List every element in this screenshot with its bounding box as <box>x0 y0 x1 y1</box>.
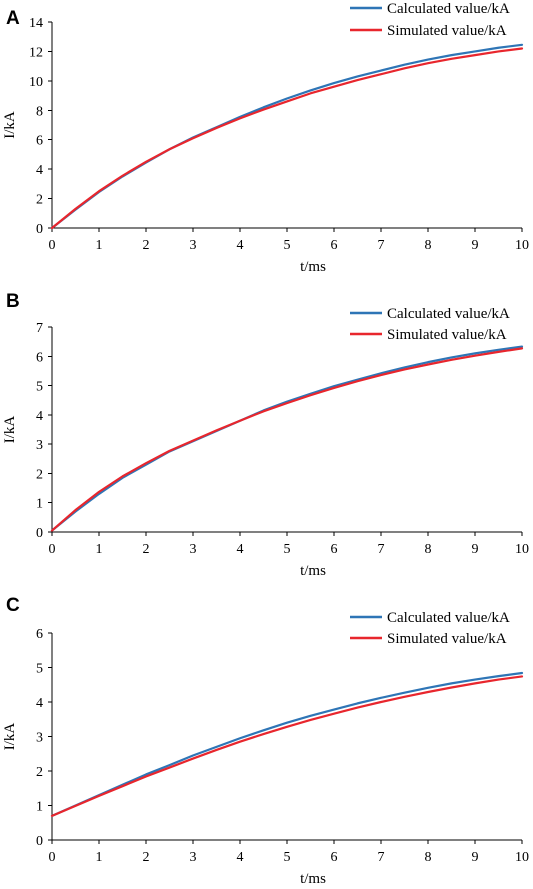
x-tick-label: 10 <box>515 542 529 557</box>
x-tick-label: 1 <box>96 850 103 865</box>
y-tick-label: 6 <box>36 350 43 365</box>
y-tick-label: 4 <box>36 696 43 711</box>
x-tick-label: 9 <box>472 542 479 557</box>
y-tick-label: 14 <box>29 16 43 31</box>
y-tick-label: 3 <box>36 731 43 746</box>
x-tick-label: 7 <box>378 238 385 253</box>
y-tick-label: 3 <box>36 438 43 453</box>
y-tick-label: 12 <box>29 45 43 60</box>
legend-label: Calculated value/kA <box>387 306 510 322</box>
y-axis-title: I/kA <box>2 723 18 751</box>
y-tick-label: 5 <box>36 380 43 395</box>
y-tick-label: 0 <box>36 526 43 541</box>
x-tick-label: 1 <box>96 542 103 557</box>
panel-label: A <box>6 8 20 29</box>
y-tick-label: 0 <box>36 222 43 237</box>
x-axis-title: t/ms <box>300 563 326 579</box>
y-tick-label: 8 <box>36 104 43 119</box>
y-tick-label: 7 <box>36 321 43 336</box>
chart-panel-b: B 0 1 2 3 4 5 6 7 0 1 2 3 4 5 6 7 8 9 10 t/ms I/kA Calculated … <box>2 291 529 579</box>
legend-label: Simulated value/kA <box>387 631 507 647</box>
y-tick-label: 4 <box>36 409 43 424</box>
x-tick-label: 8 <box>425 850 432 865</box>
x-tick-label: 3 <box>190 238 197 253</box>
x-tick-label: 7 <box>378 542 385 557</box>
legend-label: Simulated value/kA <box>387 327 507 343</box>
x-tick-label: 2 <box>143 542 150 557</box>
y-tick-label: 1 <box>36 800 43 815</box>
legend-label: Calculated value/kA <box>387 610 510 626</box>
x-axis-title: t/ms <box>300 871 326 887</box>
legend-label: Simulated value/kA <box>387 23 507 39</box>
y-tick-label: 2 <box>36 467 43 482</box>
x-tick-label: 3 <box>190 542 197 557</box>
y-tick-label: 6 <box>36 134 43 149</box>
y-tick-label: 1 <box>36 497 43 512</box>
y-axis-title: I/kA <box>2 111 18 139</box>
y-tick-label: 2 <box>36 765 43 780</box>
x-tick-label: 3 <box>190 850 197 865</box>
x-axis-title: t/ms <box>300 259 326 275</box>
x-tick-label: 0 <box>49 238 56 253</box>
x-tick-label: 1 <box>96 238 103 253</box>
x-tick-label: 10 <box>515 850 529 865</box>
x-tick-label: 0 <box>49 850 56 865</box>
panel-label: C <box>6 595 20 616</box>
series-line-simulated <box>50 47 524 230</box>
x-tick-label: 8 <box>425 542 432 557</box>
x-tick-label: 4 <box>237 542 244 557</box>
series-line-simulated <box>50 347 524 532</box>
x-tick-label: 6 <box>331 238 338 253</box>
series-line-calculated <box>50 43 524 230</box>
x-tick-label: 7 <box>378 850 385 865</box>
chart-panel-c: C 0 1 2 3 4 5 6 0 1 2 3 4 5 6 7 8 9 10 t/ms I/kA Calculated v… <box>2 595 529 887</box>
y-tick-label: 0 <box>36 834 43 849</box>
x-tick-label: 9 <box>472 850 479 865</box>
y-tick-label: 10 <box>29 75 43 90</box>
x-tick-label: 6 <box>331 542 338 557</box>
y-tick-label: 5 <box>36 662 43 677</box>
x-tick-label: 9 <box>472 238 479 253</box>
legend-label: Calculated value/kA <box>387 1 510 17</box>
y-tick-label: 6 <box>36 627 43 642</box>
x-tick-label: 5 <box>284 238 291 253</box>
x-tick-label: 6 <box>331 850 338 865</box>
panel-label: B <box>6 291 20 312</box>
x-tick-label: 2 <box>143 238 150 253</box>
series-line-calculated <box>50 671 524 817</box>
x-tick-label: 4 <box>237 850 244 865</box>
x-tick-label: 10 <box>515 238 529 253</box>
x-tick-label: 5 <box>284 542 291 557</box>
y-axis-title: I/kA <box>2 416 18 444</box>
x-tick-label: 0 <box>49 542 56 557</box>
x-tick-label: 4 <box>237 238 244 253</box>
x-tick-label: 8 <box>425 238 432 253</box>
y-tick-label: 2 <box>36 193 43 208</box>
series-line-simulated <box>50 675 524 817</box>
x-tick-label: 2 <box>143 850 150 865</box>
y-tick-label: 4 <box>36 163 43 178</box>
x-tick-label: 5 <box>284 850 291 865</box>
series-line-calculated <box>50 345 524 532</box>
